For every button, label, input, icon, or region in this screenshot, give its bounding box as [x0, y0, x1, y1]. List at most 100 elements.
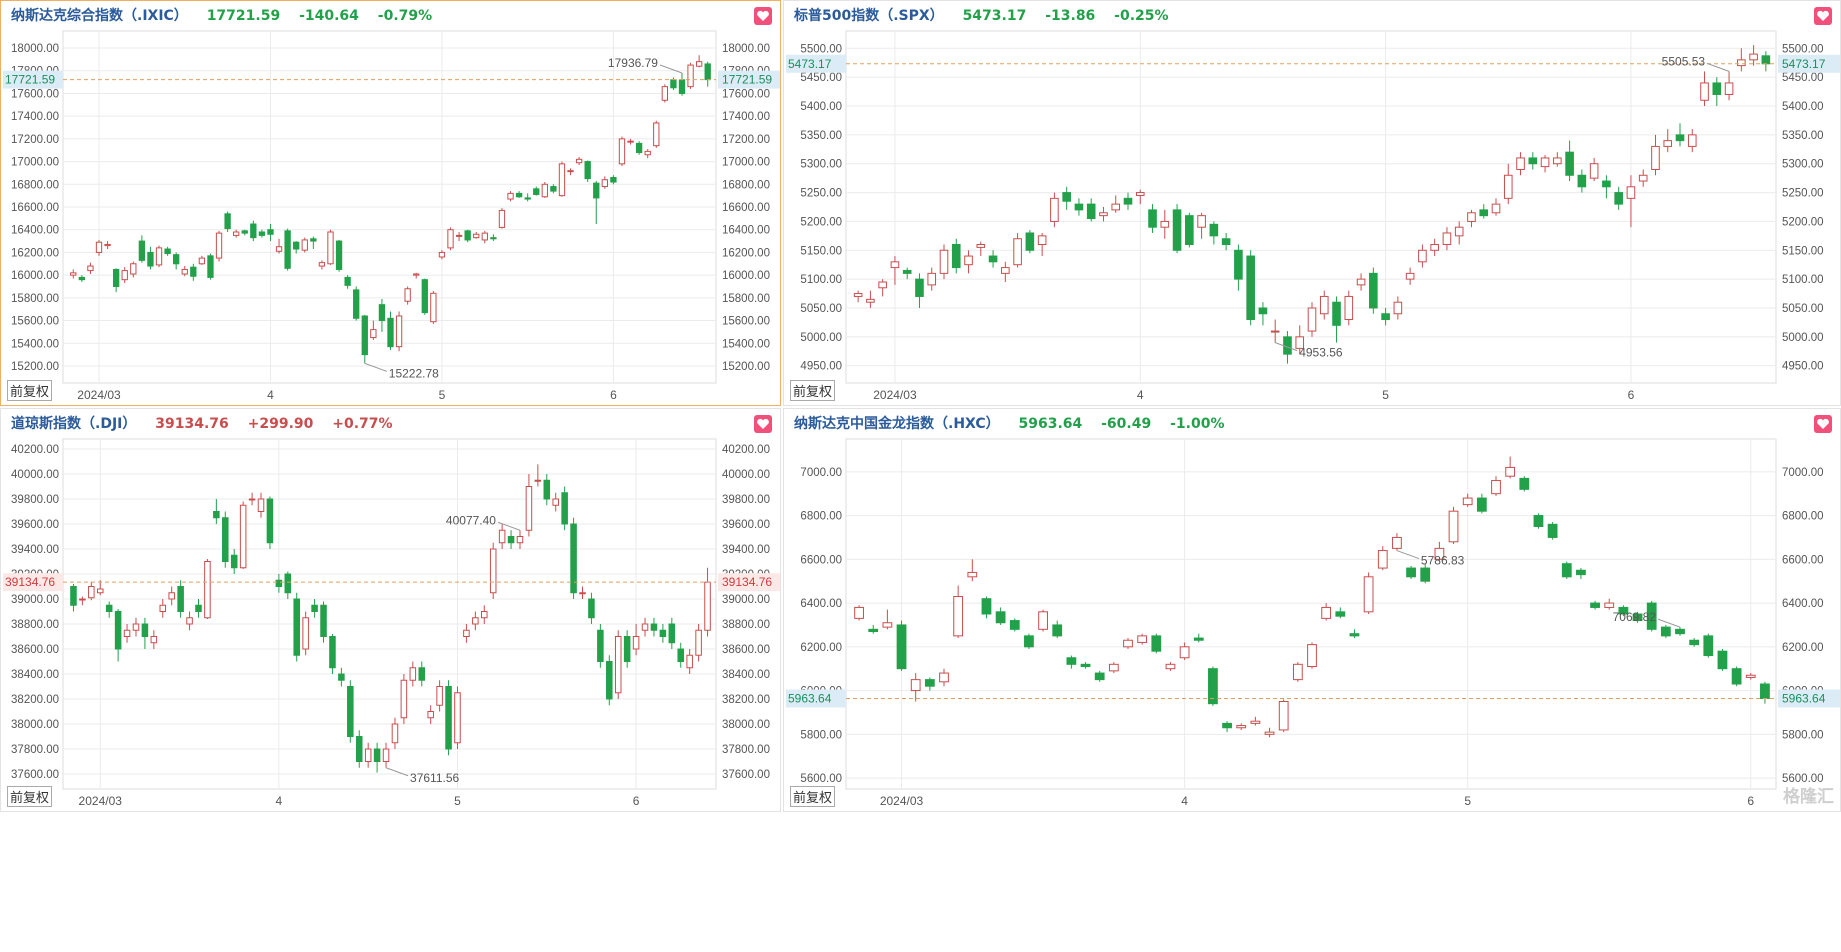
y-tick-label-left: 38600.00: [11, 644, 59, 656]
candle-body: [678, 79, 686, 94]
candle-body: [1660, 626, 1671, 637]
y-tick-label-right: 6600.00: [1782, 554, 1824, 566]
candle-body: [353, 289, 360, 319]
plot-area: [62, 438, 717, 790]
adjust-button[interactable]: 前复权: [790, 786, 836, 807]
index-change: +299.90: [247, 416, 314, 432]
candle-body: [1700, 82, 1709, 101]
chart-panel-spx[interactable]: 标普500指数（.SPX） 5473.17 -13.86 -0.25% 4950…: [783, 0, 1841, 406]
candle-body: [1160, 220, 1170, 228]
candle-body: [213, 511, 220, 519]
candle-body: [181, 268, 188, 275]
current-price-label-right: 39134.76: [722, 575, 772, 589]
y-tick-label-left: 5500.00: [800, 43, 842, 55]
candle-body: [1335, 611, 1346, 617]
x-tick-label: 5: [454, 794, 461, 808]
candle-body: [661, 86, 669, 101]
candle-body: [1590, 602, 1600, 608]
adjust-button[interactable]: 前复权: [790, 380, 836, 401]
candle-body: [498, 529, 506, 544]
candle-body: [1278, 701, 1289, 731]
candle-body: [575, 158, 583, 164]
candle-body: [361, 315, 368, 356]
candle-body: [1185, 215, 1194, 246]
adjust-button[interactable]: 前复权: [7, 786, 53, 807]
candle-body: [866, 298, 875, 303]
candle-body: [436, 686, 443, 706]
heart-icon[interactable]: [754, 415, 772, 433]
candle-body: [132, 623, 140, 631]
candle-body: [1246, 255, 1255, 321]
y-tick-label-right: 17200.00: [722, 134, 770, 146]
candle-body: [1618, 606, 1629, 615]
candle-body: [507, 536, 515, 544]
candle-body: [981, 598, 992, 615]
y-tick-label-right: 39400.00: [722, 544, 770, 556]
heart-icon[interactable]: [1814, 7, 1832, 25]
adjust-button[interactable]: 前复权: [7, 380, 53, 401]
candle-body: [627, 140, 634, 143]
y-tick-label-right: 4950.00: [1782, 361, 1824, 373]
candle-body: [215, 232, 223, 259]
candle-body: [695, 629, 702, 656]
candle-body: [130, 263, 137, 275]
heart-icon[interactable]: [1814, 415, 1832, 433]
x-tick-label: 5: [439, 388, 446, 402]
candle-body: [344, 276, 351, 286]
candle-body: [1137, 635, 1148, 643]
y-tick-label-right: 5450.00: [1782, 72, 1824, 84]
index-name: 标普500指数（.SPX）: [794, 8, 944, 24]
candle-body: [601, 179, 608, 188]
candle-body: [473, 233, 480, 239]
panel-header: 标普500指数（.SPX） 5473.17 -13.86 -0.25%: [794, 5, 1183, 25]
candle-body: [670, 79, 677, 89]
candle-body: [1565, 151, 1574, 176]
current-price-tag-left: [786, 54, 846, 73]
heart-icon[interactable]: [754, 7, 772, 25]
candle-body: [1675, 628, 1685, 635]
candle-body: [896, 624, 907, 670]
candle-body: [355, 736, 363, 762]
watermark-logo: 格隆汇: [1783, 787, 1834, 807]
candle-body: [1009, 620, 1020, 630]
candle-body: [1037, 235, 1047, 246]
y-tick-label-right: 5300.00: [1782, 159, 1824, 171]
y-tick-label-left: 40000.00: [11, 469, 59, 481]
x-tick-label: 6: [633, 794, 640, 808]
y-tick-label-right: 39600.00: [722, 519, 770, 531]
candle-body: [704, 581, 711, 631]
candle-body: [257, 498, 265, 512]
index-name: 道琼斯指数（.DJI）: [11, 416, 137, 432]
y-tick-label-left: 4950.00: [800, 361, 842, 373]
candle-body: [168, 592, 175, 600]
y-tick-label-right: 5100.00: [1782, 274, 1824, 286]
candle-body: [370, 329, 377, 339]
candle-body: [1369, 272, 1378, 309]
candle-body: [635, 142, 643, 153]
y-tick-label-right: 17000.00: [722, 157, 770, 169]
y-tick-label-left: 5350.00: [800, 130, 842, 142]
candle-body: [567, 170, 574, 173]
y-tick-label-right: 5500.00: [1782, 43, 1824, 55]
panel-header: 纳斯达克综合指数（.IXIC） 17721.59 -140.64 -0.79%: [11, 5, 446, 25]
candle-body: [1349, 633, 1360, 637]
y-tick-label-right: 39800.00: [722, 494, 770, 506]
candle-body: [623, 636, 631, 662]
candle-body: [1393, 301, 1403, 315]
candle-body: [311, 604, 318, 612]
candle-body: [463, 629, 470, 637]
candle-body: [395, 315, 403, 348]
candle-body: [1602, 180, 1611, 188]
candle-body: [335, 240, 343, 270]
index-change-pct: -0.79%: [377, 8, 433, 24]
chart-panel-ixic[interactable]: 纳斯达克综合指数（.IXIC） 17721.59 -140.64 -0.79% …: [0, 0, 781, 406]
candle-body: [924, 679, 935, 687]
plot-area: [845, 30, 1777, 384]
chart-panel-dji[interactable]: 道琼斯指数（.DJI） 39134.76 +299.90 +0.77% 3760…: [0, 408, 781, 812]
y-tick-label-left: 5250.00: [800, 188, 842, 200]
high-marker-label: 7069.82: [1613, 610, 1657, 624]
chart-panel-hxc[interactable]: 纳斯达克中国金龙指数（.HXC） 5963.64 -60.49 -1.00% 5…: [783, 408, 1841, 812]
candle-body: [266, 498, 274, 544]
candle-body: [584, 161, 591, 180]
y-tick-label-left: 6400.00: [800, 598, 842, 610]
